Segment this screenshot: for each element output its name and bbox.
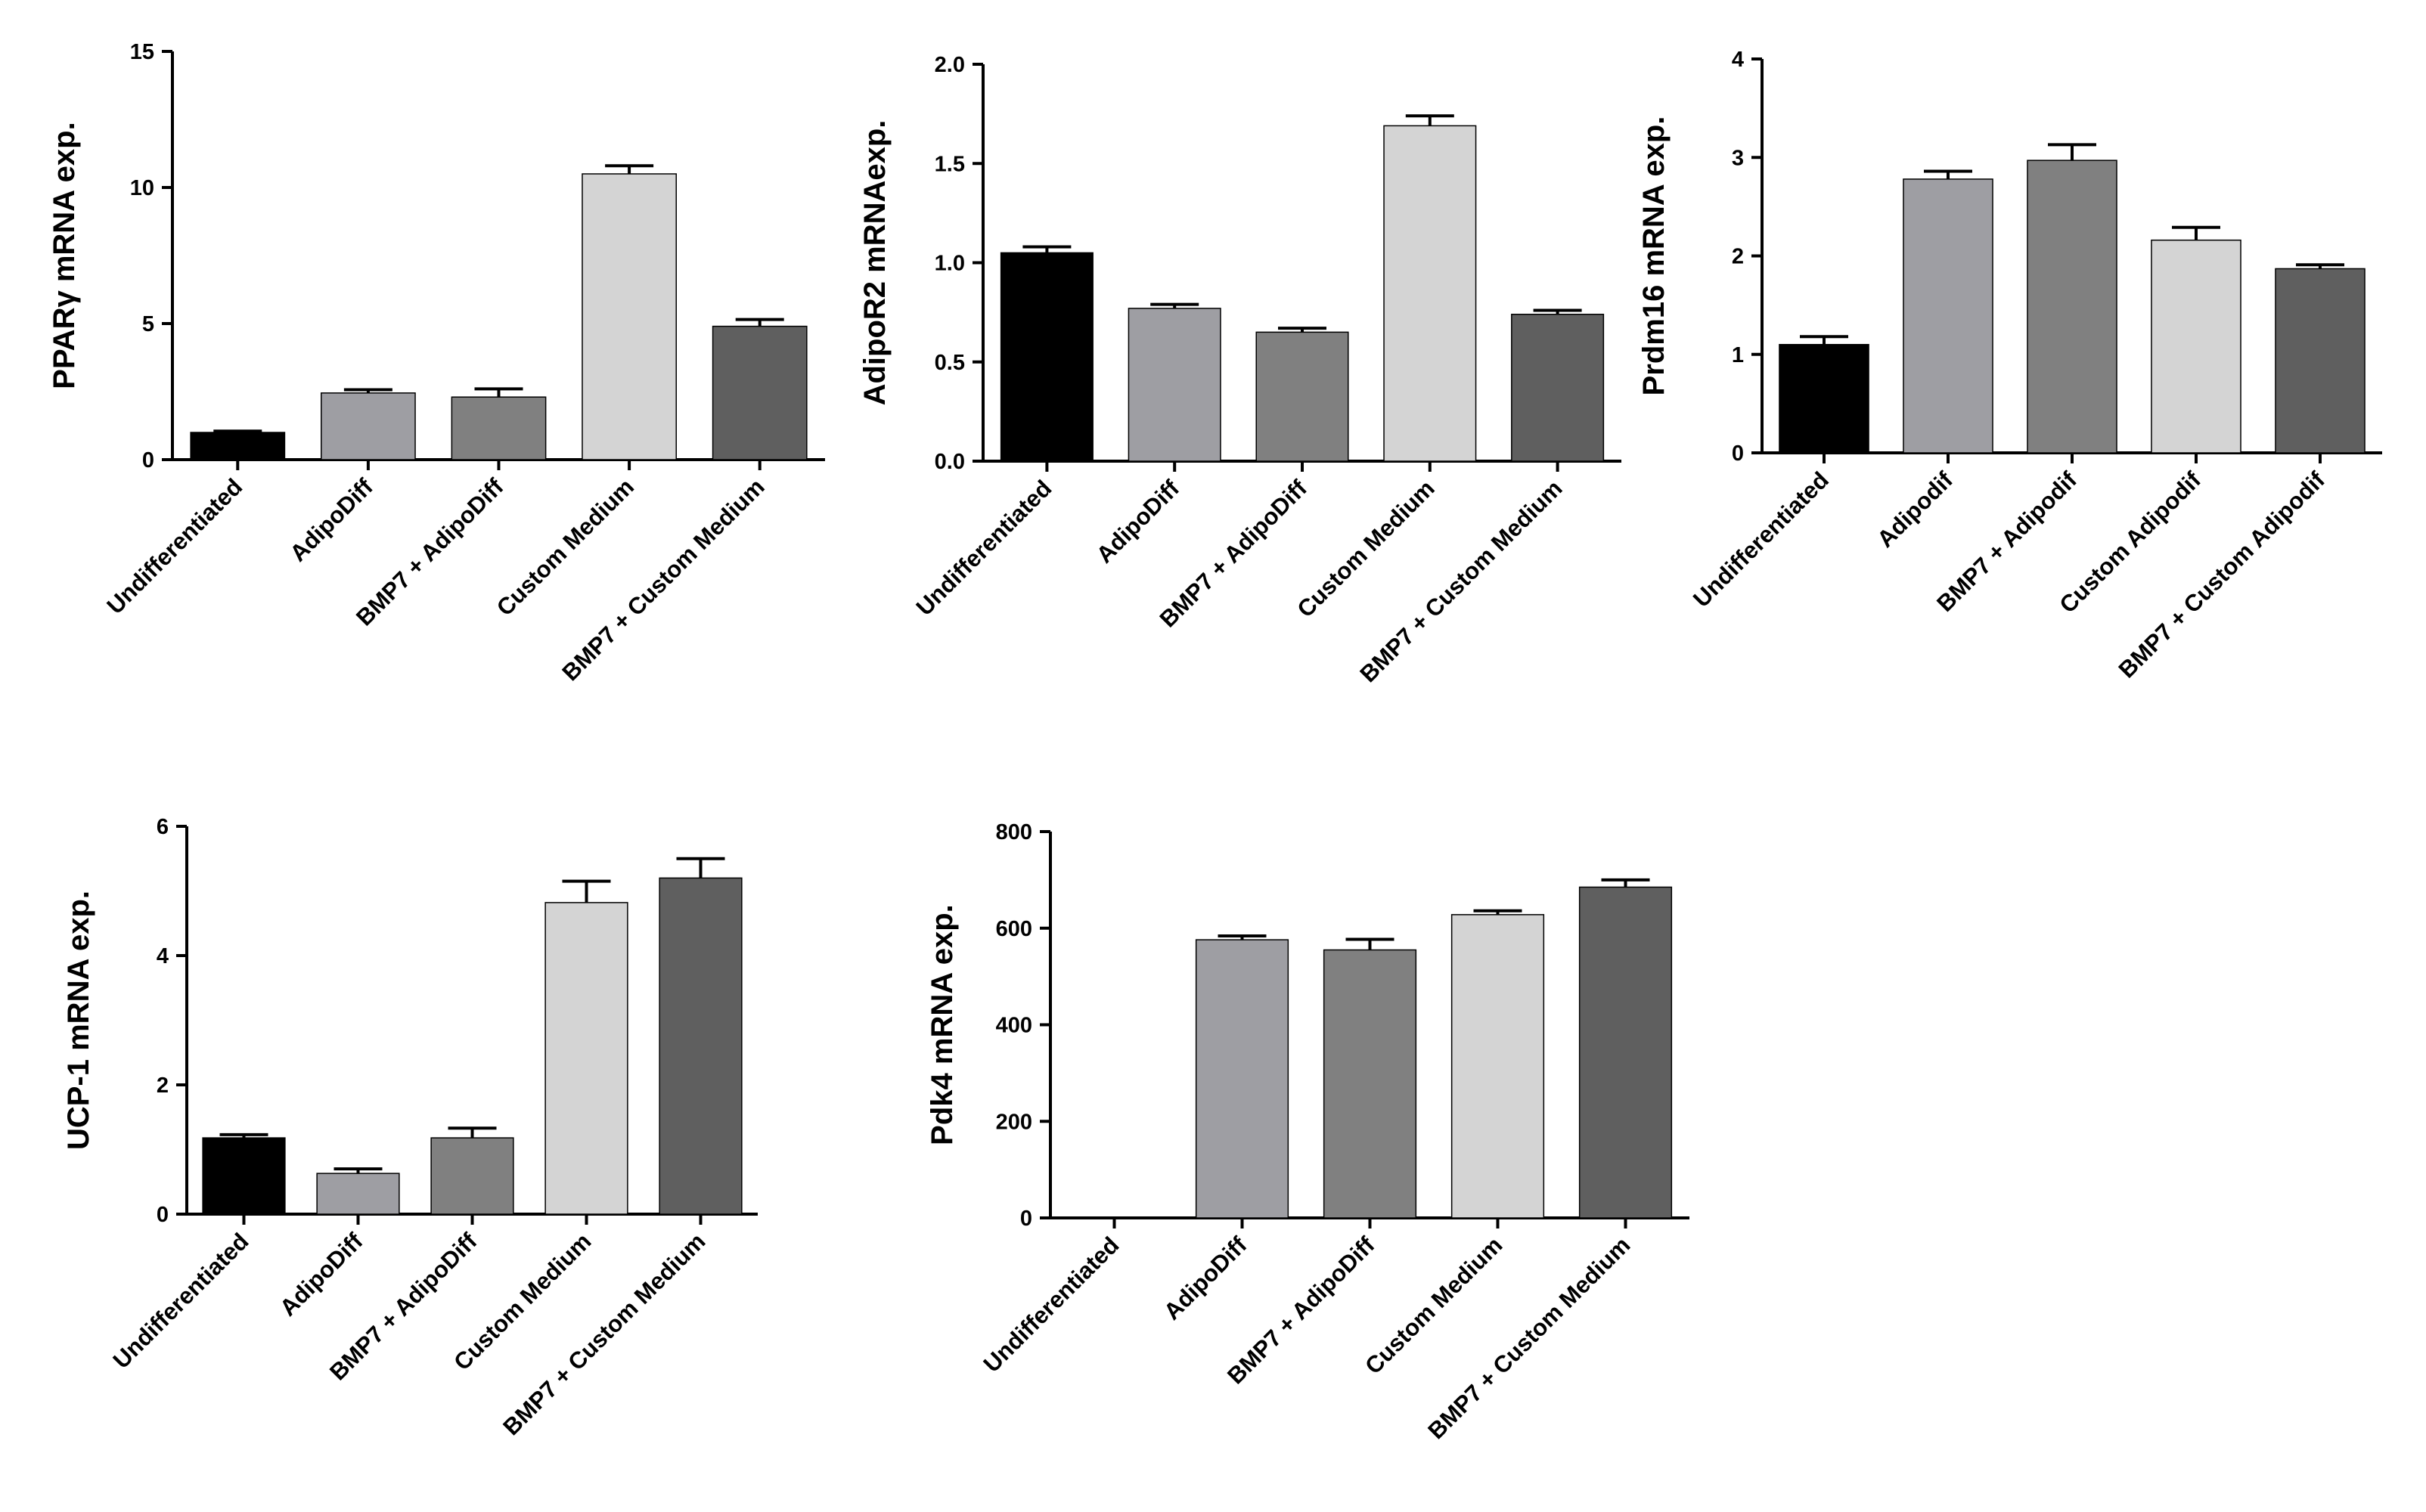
category-label: AdipoDiff <box>1091 475 1185 569</box>
bar-1 <box>202 1137 286 1215</box>
bar-1 <box>1779 343 1869 454</box>
y-tick-label: 0.0 <box>935 450 965 474</box>
bar-5 <box>2275 268 2366 454</box>
chart-panel-5: 0 200 400 600 800 Pdk4 mRNA exp. Undifferentia… <box>926 820 1689 1444</box>
bar-3 <box>1323 949 1417 1219</box>
category-label: Undifferentiated <box>101 473 247 619</box>
category-label: Adipodif <box>1872 466 1958 553</box>
y-tick-label: 200 <box>996 1110 1032 1134</box>
chart-panel-1: 0 5 10 15 PPARγ mRNA exp. Undifferentiated Adi… <box>48 40 825 686</box>
category-label: Undifferentiated <box>108 1228 254 1374</box>
bar-3 <box>2027 160 2117 454</box>
category-label: Undifferentiated <box>1688 466 1834 612</box>
y-tick-label: 1 <box>1732 343 1744 367</box>
y-tick-label: 4 <box>1732 48 1744 72</box>
category-label: BMP7 + AdipoDiff <box>351 473 509 631</box>
y-tick-label: 800 <box>996 820 1032 844</box>
y-axis-label: Prdm16 mRNA exp. <box>1637 116 1671 396</box>
bar-3 <box>430 1137 514 1215</box>
y-tick-label: 2.0 <box>935 53 965 77</box>
bar-3 <box>1255 331 1349 462</box>
bar-4 <box>544 902 628 1215</box>
bar-2 <box>1195 939 1289 1219</box>
y-tick-label: 2 <box>1732 245 1744 269</box>
y-tick-label: 10 <box>130 176 154 200</box>
bar-2 <box>1128 308 1221 462</box>
y-tick-label: 15 <box>130 40 154 64</box>
bar-5 <box>659 877 743 1215</box>
y-axis-label: UCP-1 mRNA exp. <box>62 891 95 1150</box>
bar-2 <box>316 1173 400 1215</box>
chart-panel-4: 0 2 4 6 UCP-1 mRNA exp. Undifferentiated Adipo… <box>62 815 758 1440</box>
category-label: Custom Medium <box>492 473 639 621</box>
bar-3 <box>451 396 547 460</box>
bar-5 <box>712 325 808 460</box>
y-tick-label: 0 <box>1732 442 1744 466</box>
y-tick-label: 3 <box>1732 146 1744 170</box>
bar-4 <box>1383 125 1477 462</box>
y-tick-label: 0 <box>1020 1207 1032 1231</box>
bar-1 <box>1000 252 1094 462</box>
bar-4 <box>582 173 677 460</box>
y-tick-label: 1.5 <box>935 152 965 176</box>
y-axis-label: AdipoR2 mRNAexp. <box>858 120 892 406</box>
category-label: BMP7 + Custom Medium <box>1354 475 1567 687</box>
y-tick-label: 1.0 <box>935 252 965 276</box>
y-axis-label: PPARγ mRNA exp. <box>48 122 81 389</box>
bar-1 <box>190 432 286 460</box>
y-tick-label: 4 <box>157 944 169 968</box>
category-label: AdipoDiff <box>275 1228 368 1321</box>
category-label: BMP7 + Custom Medium <box>1422 1232 1635 1444</box>
category-label: BMP7 + Custom Adipodif <box>2114 466 2331 683</box>
bar-4 <box>1450 914 1545 1219</box>
bar-5 <box>1578 886 1673 1219</box>
chart-panel-2: 0.0 0.5 1.0 1.5 2.0 AdipoR2 mRNAexp. Undiffere… <box>858 53 1621 687</box>
y-tick-label: 5 <box>142 312 154 336</box>
chart-panel-3: 0 1 2 3 4 Prdm16 mRNA exp. Undifferentiated Adi… <box>1637 48 2382 683</box>
category-label: AdipoDiff <box>284 473 378 567</box>
y-tick-label: 600 <box>996 917 1032 941</box>
y-tick-label: 2 <box>157 1074 169 1098</box>
category-label: Undifferentiated <box>911 475 1057 621</box>
category-label: AdipoDiff <box>1159 1232 1252 1325</box>
category-label: Undifferentiated <box>979 1232 1125 1377</box>
y-tick-label: 0.5 <box>935 351 965 375</box>
bar-5 <box>1511 314 1605 462</box>
bar-2 <box>1903 178 1993 454</box>
bar-2 <box>321 392 416 460</box>
category-label: Custom Medium <box>1292 475 1439 622</box>
y-tick-label: 0 <box>142 448 154 472</box>
category-label: BMP7 + Custom Medium <box>498 1228 710 1440</box>
bar-4 <box>2151 239 2241 454</box>
y-tick-label: 400 <box>996 1014 1032 1038</box>
y-tick-label: 6 <box>157 815 169 839</box>
y-tick-label: 0 <box>157 1203 169 1227</box>
category-label: Custom Medium <box>1360 1232 1507 1379</box>
y-axis-label: Pdk4 mRNA exp. <box>926 904 959 1145</box>
